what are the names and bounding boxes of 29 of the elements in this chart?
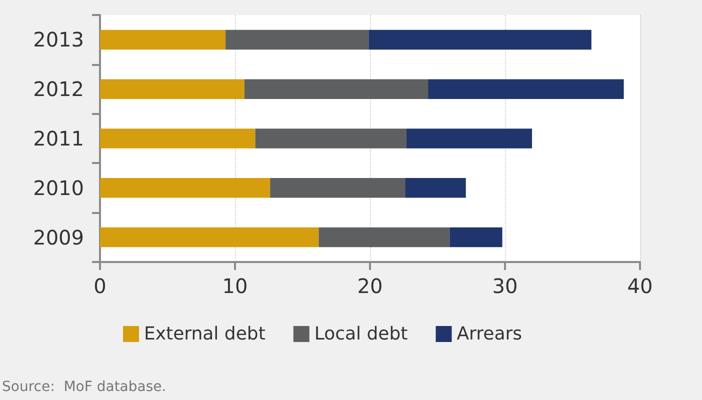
y-tick-label: 2013 (33, 28, 84, 52)
bar (318, 227, 450, 248)
source-note: Source: MoF database. (2, 379, 166, 395)
bar (244, 79, 428, 99)
x-tick-label: 30 (492, 274, 518, 298)
bar (226, 30, 369, 50)
bar (100, 178, 270, 198)
bar (100, 128, 256, 148)
legend-label: External debt (144, 324, 266, 344)
bar (428, 79, 624, 99)
bar (100, 30, 226, 50)
bar (368, 30, 592, 50)
x-tick-label: 10 (222, 274, 248, 298)
y-tick-label: 2009 (33, 225, 84, 250)
bar (270, 178, 406, 198)
bar (100, 227, 319, 248)
bar (405, 178, 466, 198)
legend-label: Local debt (314, 324, 408, 344)
legend-label: Arrears (456, 324, 522, 344)
x-tick-label: 20 (357, 274, 383, 298)
bar (406, 128, 532, 148)
bar (100, 79, 244, 99)
bar (450, 227, 502, 248)
y-tick-label: 2012 (33, 77, 84, 102)
x-tick-label: 40 (627, 274, 653, 298)
bar (255, 128, 406, 148)
y-tick-label: 2011 (33, 126, 84, 150)
y-tick-label: 2010 (33, 176, 84, 200)
x-tick-label: 0 (94, 274, 106, 298)
